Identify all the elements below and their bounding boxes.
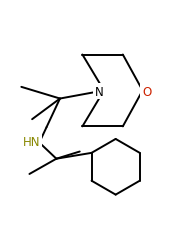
Text: O: O (142, 86, 151, 98)
Text: N: N (95, 86, 104, 98)
Text: HN: HN (22, 135, 40, 148)
